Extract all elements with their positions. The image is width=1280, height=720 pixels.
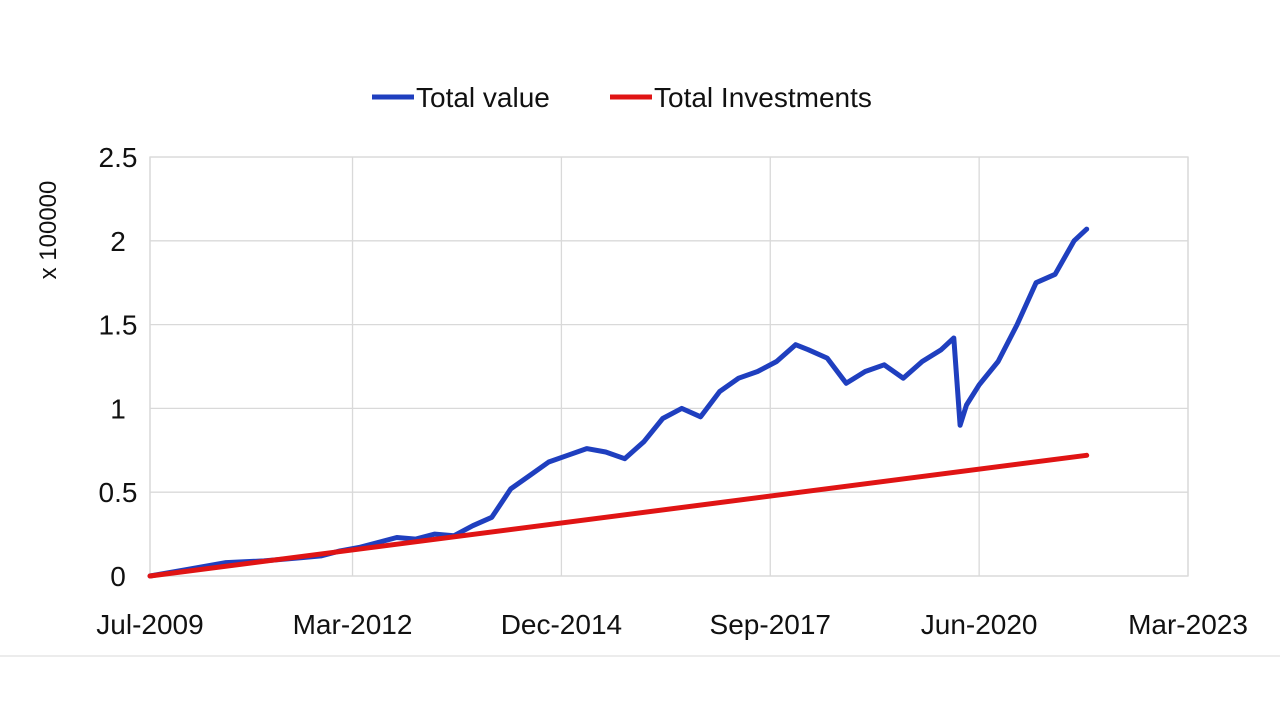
x-tick-label: Mar-2023 bbox=[1128, 609, 1248, 640]
y-tick-label: 2.5 bbox=[99, 142, 138, 173]
x-axis-ticks: Jul-2009 Mar-2012 Dec-2014 Sep-2017 Jun-2020… bbox=[96, 609, 1248, 640]
gridlines bbox=[149, 156, 1189, 577]
x-tick-label: Mar-2012 bbox=[293, 609, 413, 640]
series bbox=[147, 226, 1090, 579]
legend-label-total-investments: Total Investments bbox=[654, 82, 872, 113]
y-tick-label: 0 bbox=[110, 561, 126, 592]
plot-area-border bbox=[149, 156, 1189, 577]
x-tick-label: Dec-2014 bbox=[501, 609, 622, 640]
y-tick-label: 1 bbox=[110, 393, 126, 424]
legend-label-total-value: Total value bbox=[416, 82, 550, 113]
y-axis-ticks: 0 0.5 1 1.5 2 2.5 bbox=[99, 142, 138, 592]
y-axis-title: x 100000 bbox=[35, 181, 62, 280]
y-tick-label: 2 bbox=[110, 226, 126, 257]
x-tick-label: Jun-2020 bbox=[921, 609, 1038, 640]
series-line-total-value bbox=[147, 226, 1090, 579]
y-tick-label: 1.5 bbox=[99, 310, 138, 341]
x-tick-label: Sep-2017 bbox=[710, 609, 831, 640]
x-tick-label: Jul-2009 bbox=[96, 609, 203, 640]
series-line-total-investments bbox=[147, 452, 1090, 579]
legend: Total value Total Investments bbox=[372, 82, 872, 113]
y-tick-label: 0.5 bbox=[99, 477, 138, 508]
